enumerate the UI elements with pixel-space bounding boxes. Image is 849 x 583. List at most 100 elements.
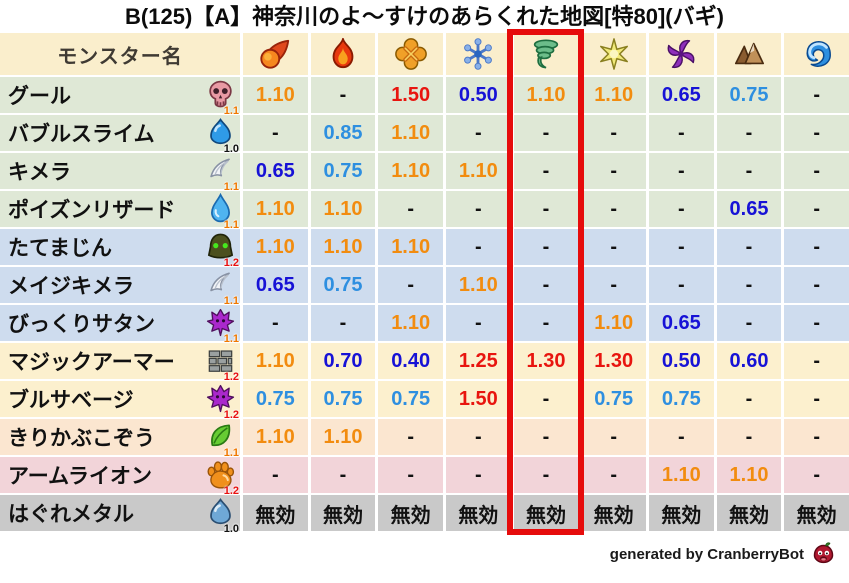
resistance-cell: 1.10 xyxy=(243,77,308,113)
resistance-cell: - xyxy=(513,305,579,341)
monster-name-cell: アームライオン 1.2 xyxy=(0,457,240,497)
resistance-cell: - xyxy=(581,191,646,227)
version-badge: 1.0 xyxy=(223,523,239,535)
cranberry-bot-icon xyxy=(810,541,837,568)
resistance-cell: 無効 xyxy=(784,495,849,531)
flame-icon xyxy=(326,37,360,71)
resistance-cell: - xyxy=(513,115,579,151)
resistance-cell: 無効 xyxy=(310,495,376,531)
sparkle-icon xyxy=(597,37,631,71)
monster-name: たてまじん xyxy=(8,237,112,260)
monster-name: バブルスライム xyxy=(8,123,155,146)
resistance-cell: - xyxy=(648,191,714,227)
resistance-cell: - xyxy=(648,115,714,151)
resistance-cell: - xyxy=(716,229,782,265)
resistance-cell: 無効 xyxy=(445,495,511,531)
resistance-cell: - xyxy=(784,381,849,417)
resistance-cell: 0.75 xyxy=(310,381,376,417)
monster-name-cell: メイジキメラ 1.1 xyxy=(0,267,240,307)
resistance-cell: 無効 xyxy=(716,495,782,531)
resistance-cell: - xyxy=(648,153,714,189)
version-badge: 1.2 xyxy=(223,409,239,421)
resistance-cell: - xyxy=(378,457,443,493)
resistance-cell: 1.30 xyxy=(581,343,646,379)
resistance-cell: - xyxy=(378,419,443,455)
column-header-dark-swirl-icon xyxy=(648,33,714,75)
resistance-table: モンスター名 グール 1.1 1.10-1.50 0.50 1.10 1.10 0.65 0.7… xyxy=(0,29,849,535)
resistance-cell: - xyxy=(378,191,443,227)
resistance-cell: - xyxy=(784,115,849,151)
resistance-cell: - xyxy=(784,457,849,493)
page-title: B(125)【A】神奈川のよ〜すけのあらくれた地図[特80](バギ) xyxy=(125,4,724,29)
monster-name: きりかぶこぞう xyxy=(8,427,155,450)
resistance-cell: 0.75 xyxy=(581,381,646,417)
column-header-sparkle-icon xyxy=(581,33,646,75)
resistance-cell: 0.65 xyxy=(716,191,782,227)
resistance-cell: 1.10 xyxy=(243,229,308,265)
resistance-cell: 0.75 xyxy=(716,77,782,113)
column-header-wave-icon xyxy=(784,33,849,75)
column-header-fireball-icon xyxy=(243,33,308,75)
version-badge: 1.1 xyxy=(223,295,239,307)
resistance-cell: - xyxy=(445,115,511,151)
resistance-cell: 0.40 xyxy=(378,343,443,379)
version-badge: 1.2 xyxy=(223,371,239,383)
version-badge: 1.2 xyxy=(223,485,239,497)
dark-swirl-icon xyxy=(664,37,698,71)
credit-text: generated by CranberryBot xyxy=(609,546,804,563)
resistance-cell: 0.65 xyxy=(648,77,714,113)
resistance-cell: - xyxy=(581,267,646,303)
resistance-cell: 1.10 xyxy=(378,229,443,265)
monster-name-cell: たてまじん 1.2 xyxy=(0,229,240,269)
resistance-cell: 0.75 xyxy=(310,267,376,303)
resistance-cell: 1.10 xyxy=(378,153,443,189)
resistance-cell: 1.10 xyxy=(243,419,308,455)
resistance-cell: - xyxy=(716,267,782,303)
resistance-cell: - xyxy=(513,419,579,455)
version-badge: 1.0 xyxy=(223,143,239,155)
resistance-cell: - xyxy=(513,457,579,493)
monster-name: グール xyxy=(8,85,71,108)
resistance-cell: 1.25 xyxy=(445,343,511,379)
snowflake-icon xyxy=(461,37,495,71)
monster-name-cell: ポイズンリザード 1.1 xyxy=(0,191,240,231)
resistance-cell: - xyxy=(310,457,376,493)
resistance-cell: 1.10 xyxy=(513,77,579,113)
resistance-cell: - xyxy=(581,457,646,493)
resistance-cell: 0.75 xyxy=(243,381,308,417)
resistance-cell: - xyxy=(648,419,714,455)
resistance-cell: 0.70 xyxy=(310,343,376,379)
resistance-cell: 1.50 xyxy=(445,381,511,417)
monster-name-cell: はぐれメタル 1.0 xyxy=(0,495,240,535)
resistance-cell: - xyxy=(445,457,511,493)
monster-name: びっくりサタン xyxy=(8,313,155,336)
resistance-cell: 1.10 xyxy=(243,343,308,379)
resistance-cell: - xyxy=(513,229,579,265)
version-badge: 1.1 xyxy=(223,333,239,345)
resistance-cell: - xyxy=(581,153,646,189)
resistance-cell: - xyxy=(310,305,376,341)
column-header-tornado-icon xyxy=(513,33,579,75)
slime-silver-icon: 1.0 xyxy=(202,496,239,535)
resistance-cell: 1.10 xyxy=(648,457,714,493)
resistance-cell: - xyxy=(784,419,849,455)
column-header-mountain-icon xyxy=(716,33,782,75)
monster-name: キメラ xyxy=(8,161,71,184)
monster-name-cell: マジックアーマー 1.2 xyxy=(0,343,240,383)
resistance-cell: 1.10 xyxy=(445,153,511,189)
resistance-cell: 0.75 xyxy=(378,381,443,417)
resistance-cell: - xyxy=(445,229,511,265)
monster-name: メイジキメラ xyxy=(8,275,134,298)
resistance-cell: 1.10 xyxy=(581,77,646,113)
monster-name: ブルサベージ xyxy=(8,389,134,412)
monster-name-cell: キメラ 1.1 xyxy=(0,153,240,193)
explosion-icon xyxy=(394,37,428,71)
fireball-icon xyxy=(258,37,292,71)
page: B(125)【A】神奈川のよ〜すけのあらくれた地図[特80](バギ) モンスター… xyxy=(0,4,849,568)
resistance-cell: 無効 xyxy=(378,495,443,531)
table-grid: モンスター名 グール 1.1 1.10-1.50 0.50 1.10 1.10 0.65 0.7… xyxy=(0,33,849,535)
resistance-cell: - xyxy=(784,153,849,189)
resistance-cell: - xyxy=(445,191,511,227)
monster-name-cell: びっくりサタン 1.1 xyxy=(0,305,240,345)
resistance-cell: 1.50 xyxy=(378,77,443,113)
